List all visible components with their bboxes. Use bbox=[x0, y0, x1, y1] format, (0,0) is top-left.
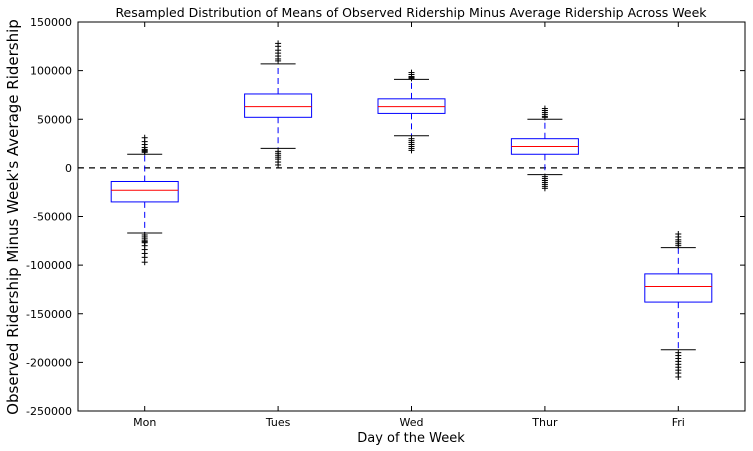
flier-point bbox=[675, 242, 682, 249]
box-thur bbox=[510, 105, 579, 192]
x-tick-label-wed: Wed bbox=[400, 416, 424, 429]
y-tick-label: 100000 bbox=[30, 65, 72, 78]
flier-point bbox=[408, 75, 415, 82]
y-axis-label: Observed Ridership Minus Week's Average … bbox=[4, 19, 22, 415]
box-fri bbox=[644, 231, 713, 380]
box-tues bbox=[244, 40, 313, 168]
flier-point bbox=[275, 161, 282, 168]
iqr-box bbox=[110, 180, 179, 203]
flier-point bbox=[141, 259, 148, 266]
y-tick-label: 0 bbox=[65, 162, 72, 175]
y-tick-label: -250000 bbox=[26, 405, 72, 418]
y-tick-label: -100000 bbox=[26, 259, 72, 272]
x-tick-label-thur: Thur bbox=[531, 416, 558, 429]
box-series bbox=[110, 40, 713, 380]
chart-title: Resampled Distribution of Means of Obser… bbox=[115, 5, 707, 20]
flier-point bbox=[541, 114, 548, 121]
flier-point bbox=[275, 57, 282, 64]
x-axis-label: Day of the Week bbox=[357, 431, 465, 446]
x-tick-label-mon: Mon bbox=[133, 416, 156, 429]
iqr-box bbox=[644, 273, 713, 303]
flier-point bbox=[408, 147, 415, 154]
y-axis: 150000 100000 50000 0 -50000 -100000 -150000 -2… bbox=[26, 16, 745, 418]
flier-point bbox=[141, 149, 148, 156]
box-mon bbox=[110, 134, 179, 266]
x-tick-label-tues: Tues bbox=[265, 416, 291, 429]
x-tick-label-fri: Fri bbox=[672, 416, 685, 429]
flier-point bbox=[675, 373, 682, 380]
x-axis: Mon Tues Wed Thur Fri bbox=[133, 22, 685, 429]
box-wed bbox=[377, 69, 446, 154]
flier-point bbox=[541, 185, 548, 192]
y-tick-label: 150000 bbox=[30, 16, 72, 29]
y-tick-label: -50000 bbox=[33, 211, 72, 224]
iqr-box bbox=[244, 93, 313, 118]
y-tick-label: -150000 bbox=[26, 308, 72, 321]
y-tick-label: 50000 bbox=[37, 113, 72, 126]
y-tick-label: -200000 bbox=[26, 356, 72, 369]
